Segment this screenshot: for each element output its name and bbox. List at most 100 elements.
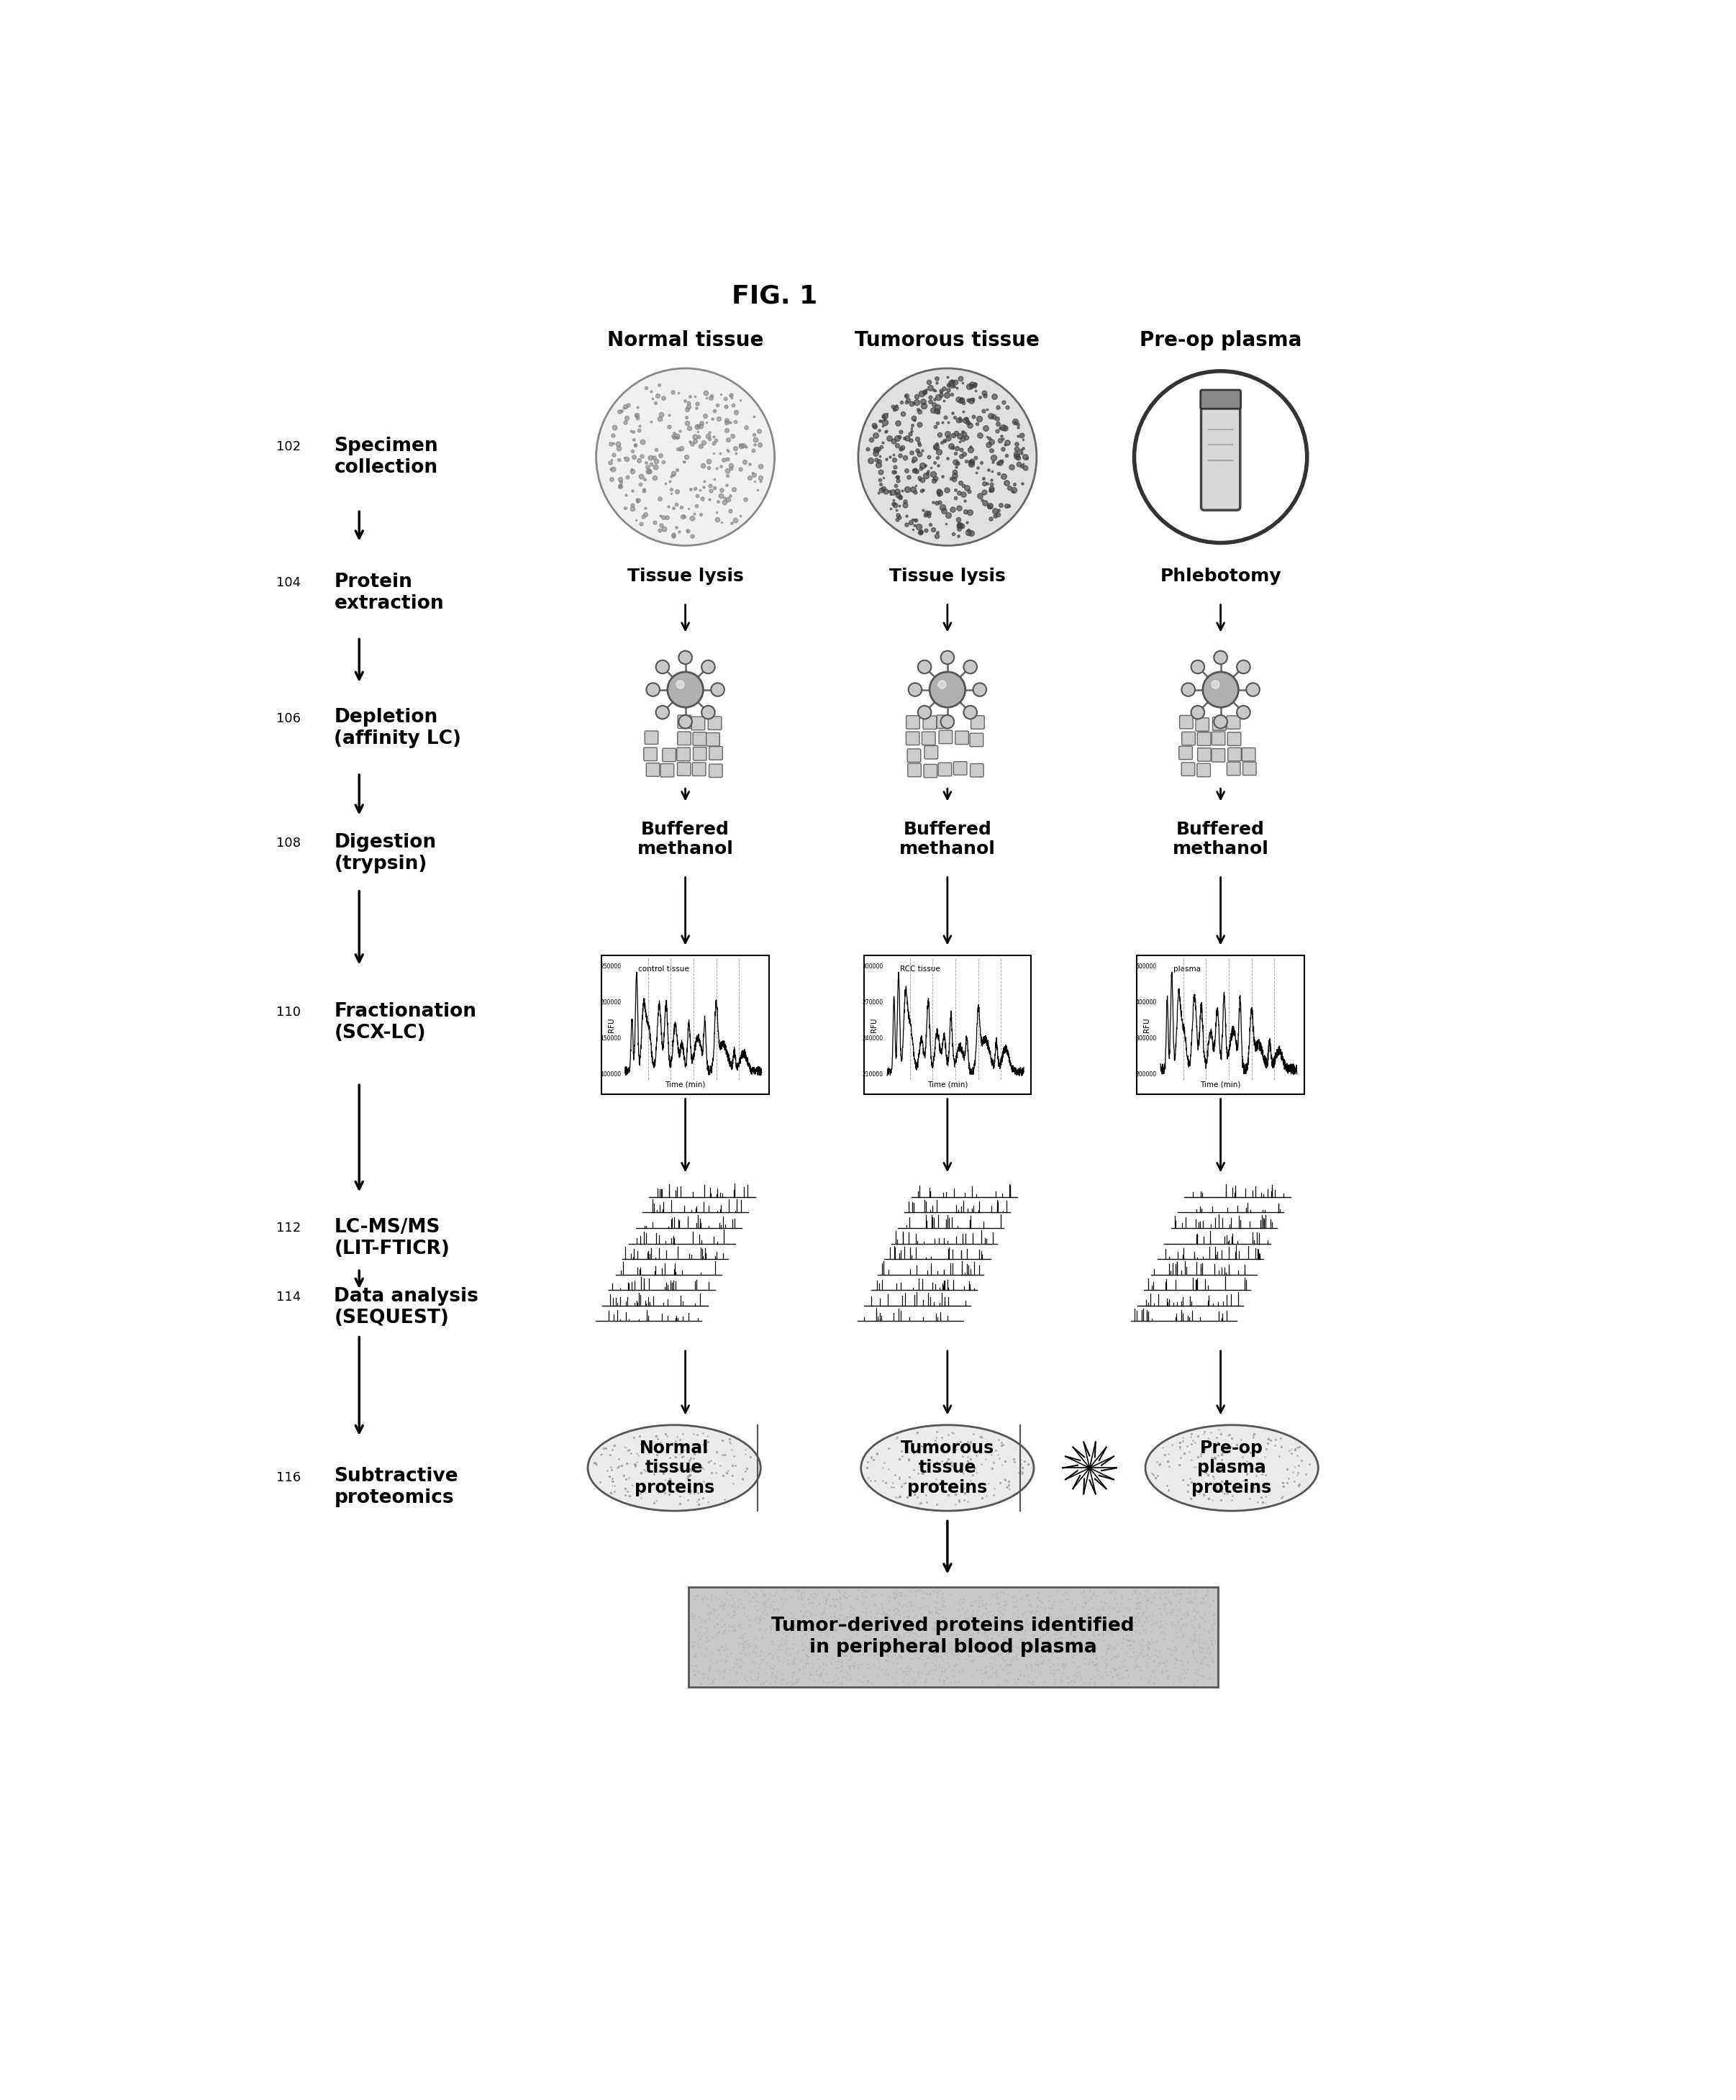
Text: 114: 114 (276, 1292, 300, 1304)
Circle shape (918, 659, 930, 674)
Text: Pre-op
plasma
proteins: Pre-op plasma proteins (1191, 1438, 1272, 1497)
Text: control tissue: control tissue (637, 966, 689, 972)
FancyBboxPatch shape (693, 748, 707, 760)
FancyBboxPatch shape (644, 748, 658, 760)
Text: Buffered
methanol: Buffered methanol (1172, 821, 1269, 857)
Text: 500000: 500000 (1135, 964, 1156, 970)
Circle shape (656, 706, 668, 718)
FancyBboxPatch shape (906, 731, 920, 745)
FancyBboxPatch shape (955, 731, 969, 743)
Text: Tumor–derived proteins identified
in peripheral blood plasma: Tumor–derived proteins identified in per… (771, 1617, 1135, 1657)
Bar (865, 956, 1031, 1094)
Circle shape (701, 659, 715, 674)
Text: Digestion
(trypsin): Digestion (trypsin) (333, 834, 436, 874)
Text: Tumorous tissue: Tumorous tissue (856, 330, 1040, 351)
Text: Normal tissue: Normal tissue (608, 330, 764, 351)
Circle shape (918, 706, 930, 718)
FancyBboxPatch shape (1212, 750, 1226, 762)
FancyBboxPatch shape (677, 731, 691, 745)
Circle shape (963, 659, 977, 674)
Text: 104: 104 (276, 575, 300, 590)
FancyBboxPatch shape (937, 762, 951, 777)
Circle shape (1203, 672, 1238, 708)
Text: 250000: 250000 (601, 964, 621, 970)
FancyBboxPatch shape (906, 716, 920, 729)
Ellipse shape (1146, 1426, 1318, 1510)
FancyBboxPatch shape (970, 716, 984, 729)
Text: FIG. 1: FIG. 1 (731, 284, 818, 309)
Text: 102: 102 (276, 441, 300, 454)
FancyBboxPatch shape (970, 733, 983, 745)
Circle shape (646, 682, 660, 697)
Bar (602, 956, 769, 1094)
Text: 240000: 240000 (863, 1035, 884, 1042)
Circle shape (701, 706, 715, 718)
Text: 112: 112 (276, 1222, 300, 1235)
Bar (1137, 956, 1304, 1094)
Circle shape (963, 706, 977, 718)
FancyBboxPatch shape (687, 1588, 1219, 1686)
FancyBboxPatch shape (1179, 745, 1193, 760)
FancyBboxPatch shape (908, 750, 920, 762)
FancyBboxPatch shape (1198, 733, 1210, 745)
FancyBboxPatch shape (922, 731, 936, 745)
Circle shape (929, 672, 965, 708)
Circle shape (1213, 716, 1227, 729)
FancyBboxPatch shape (924, 764, 937, 777)
Text: 200000: 200000 (601, 1000, 621, 1006)
FancyBboxPatch shape (1227, 733, 1241, 745)
FancyBboxPatch shape (1198, 748, 1212, 760)
Circle shape (1191, 706, 1205, 718)
FancyBboxPatch shape (1212, 731, 1226, 745)
Text: 106: 106 (276, 712, 300, 724)
FancyBboxPatch shape (925, 745, 937, 758)
FancyBboxPatch shape (1182, 733, 1194, 745)
FancyBboxPatch shape (693, 733, 707, 745)
Text: Tumorous
tissue
proteins: Tumorous tissue proteins (901, 1438, 995, 1497)
FancyBboxPatch shape (677, 748, 691, 760)
Text: RFU: RFU (870, 1016, 877, 1031)
FancyBboxPatch shape (1196, 718, 1208, 731)
Circle shape (1134, 372, 1307, 542)
Circle shape (908, 682, 922, 697)
Text: 300000: 300000 (863, 964, 884, 970)
Text: 400000: 400000 (1135, 1000, 1156, 1006)
FancyBboxPatch shape (663, 748, 675, 762)
Circle shape (656, 659, 668, 674)
Text: 100000: 100000 (601, 1071, 621, 1077)
Text: 210000: 210000 (863, 1071, 884, 1077)
Ellipse shape (861, 1426, 1035, 1510)
Text: Protein
extraction: Protein extraction (333, 573, 444, 613)
Text: 200000: 200000 (1135, 1071, 1156, 1077)
FancyBboxPatch shape (908, 764, 922, 777)
FancyBboxPatch shape (1227, 748, 1241, 760)
Text: RFU: RFU (608, 1016, 615, 1031)
Text: Normal
tissue
proteins: Normal tissue proteins (634, 1438, 713, 1497)
Ellipse shape (595, 368, 774, 546)
FancyBboxPatch shape (937, 716, 950, 729)
Text: 110: 110 (276, 1006, 300, 1019)
Circle shape (1191, 659, 1205, 674)
Ellipse shape (858, 368, 1036, 546)
Circle shape (1213, 651, 1227, 664)
FancyBboxPatch shape (646, 762, 660, 777)
FancyBboxPatch shape (1201, 391, 1241, 410)
Text: Tissue lysis: Tissue lysis (627, 567, 743, 584)
Text: Phlebotomy: Phlebotomy (1160, 567, 1281, 584)
FancyBboxPatch shape (1227, 762, 1240, 775)
FancyBboxPatch shape (1201, 399, 1240, 510)
FancyBboxPatch shape (707, 733, 720, 745)
FancyBboxPatch shape (710, 745, 722, 760)
FancyBboxPatch shape (677, 762, 691, 775)
Text: 116: 116 (276, 1470, 300, 1485)
Ellipse shape (589, 1426, 760, 1510)
FancyBboxPatch shape (677, 716, 691, 729)
Circle shape (1182, 682, 1194, 697)
Circle shape (679, 716, 693, 729)
Circle shape (941, 716, 955, 729)
FancyBboxPatch shape (924, 716, 936, 729)
Text: Time (min): Time (min) (665, 1082, 705, 1088)
Circle shape (1246, 682, 1260, 697)
FancyBboxPatch shape (1198, 764, 1210, 777)
FancyBboxPatch shape (1241, 748, 1255, 760)
